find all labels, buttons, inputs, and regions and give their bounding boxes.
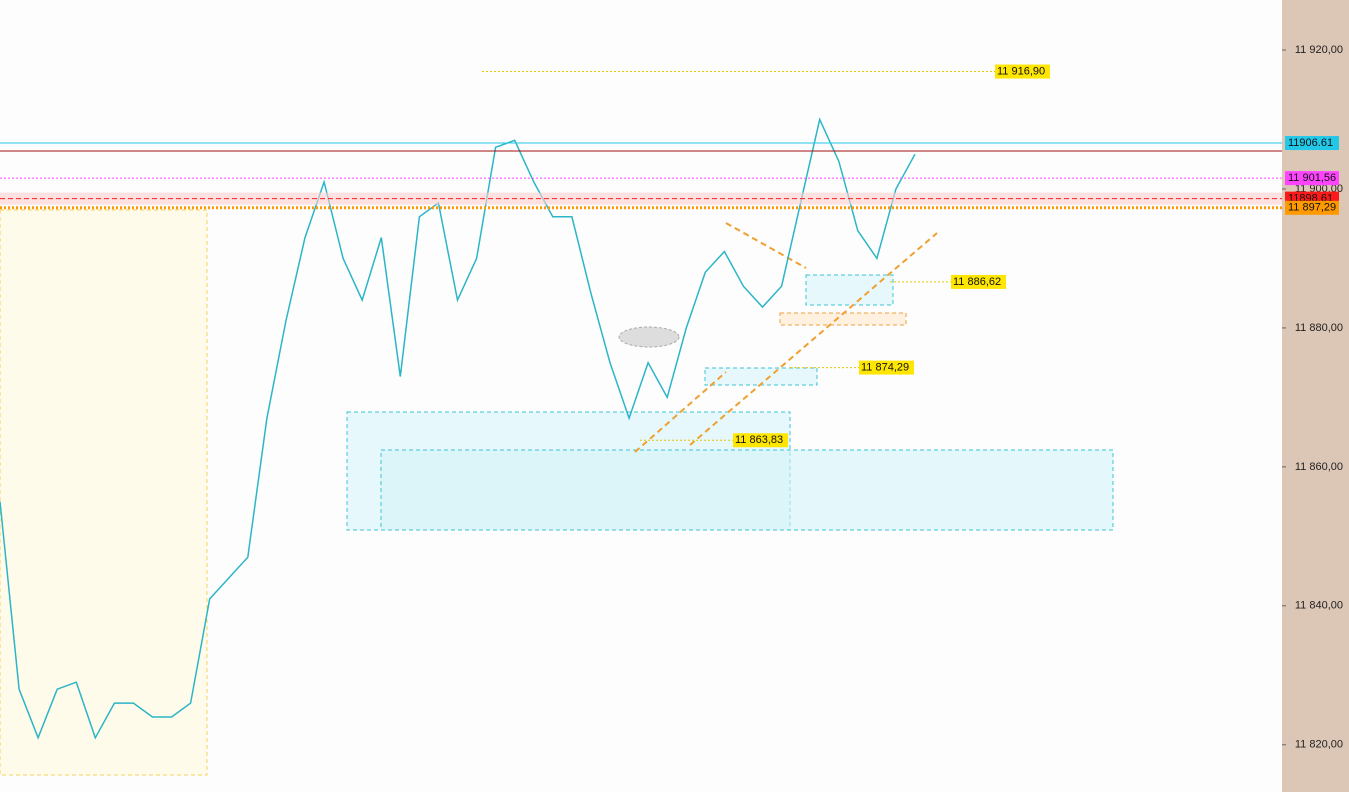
price-line — [0, 117, 916, 740]
zone-box — [805, 274, 894, 306]
annotation-bg — [995, 64, 1050, 79]
price-axis — [1282, 0, 1349, 792]
zone-box — [380, 449, 1114, 531]
annotation-label: 11 916,90 — [997, 65, 1045, 77]
annotation-label: 11 863,83 — [735, 434, 783, 446]
annotation-bg — [859, 360, 914, 375]
y-tick-label: 11 920,00 — [1295, 44, 1343, 56]
marker-ellipse — [618, 326, 680, 348]
plot-area — [0, 0, 1282, 792]
annotation-label: 11 874,29 — [861, 361, 909, 373]
annotation-label: 11 886,62 — [953, 276, 1001, 288]
y-tick-label: 11 820,00 — [1295, 739, 1343, 751]
session-box — [0, 209, 208, 776]
trend-line — [689, 232, 938, 446]
level-label-bg — [1285, 136, 1339, 151]
y-tick-label: 11 860,00 — [1295, 461, 1343, 473]
annotation-bg — [733, 433, 788, 448]
trend-line — [634, 371, 727, 453]
level-label-bg — [1285, 200, 1339, 215]
level-label-bg — [1285, 171, 1339, 186]
y-tick-label: 11 880,00 — [1295, 322, 1343, 334]
level-label: 11906.61 — [1288, 137, 1333, 149]
y-tick-label: 11 840,00 — [1295, 600, 1343, 612]
trend-line — [725, 222, 807, 269]
level-label: 11 897,29 — [1288, 202, 1336, 214]
annotation-bg — [951, 274, 1006, 289]
level-label: 11 901,56 — [1288, 172, 1336, 184]
